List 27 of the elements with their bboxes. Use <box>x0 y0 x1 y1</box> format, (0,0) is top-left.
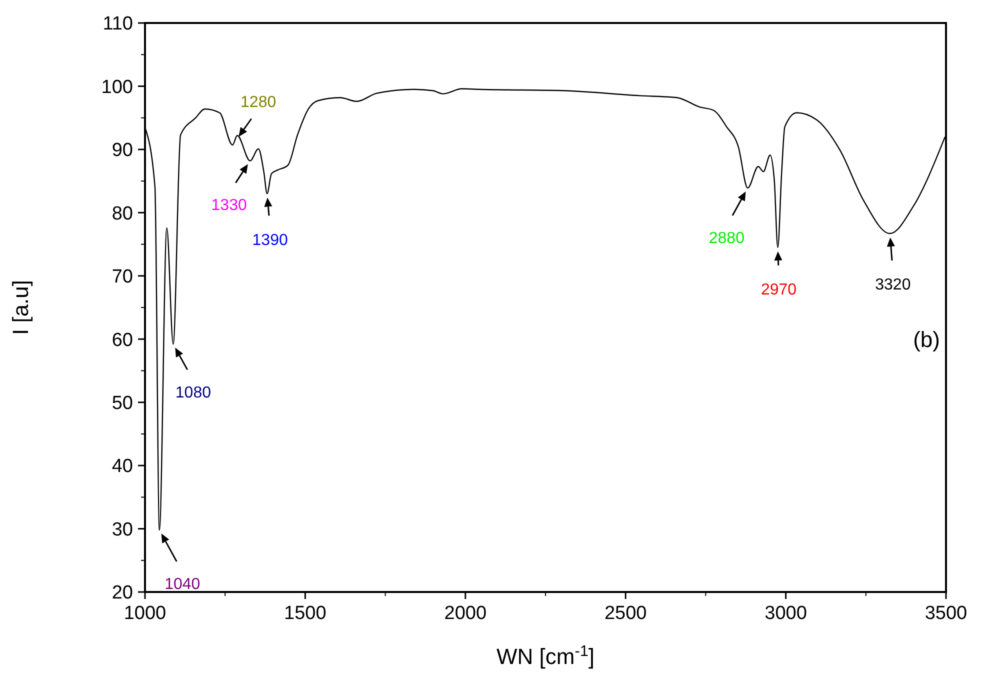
y-tick-label: 110 <box>102 14 133 35</box>
y-tick-label: 50 <box>112 392 133 414</box>
x-tick-label: 1000 <box>124 603 166 624</box>
annotation: 3320 <box>875 276 911 294</box>
x-tick-label: 3500 <box>924 603 968 624</box>
annotation: 1080 <box>175 384 212 402</box>
annotation: 1280 <box>240 94 276 111</box>
annotation: 2880 <box>708 230 745 248</box>
y-tick-label: 30 <box>112 519 133 540</box>
y-tick-label: 20 <box>112 582 133 604</box>
y-tick-label: 60 <box>112 330 133 351</box>
x-axis-title: WN [cm$^{-1}$] <box>496 642 595 669</box>
annotation: (b) <box>913 326 940 352</box>
x-tick-label: 3000 <box>764 603 807 624</box>
annotation: 2970 <box>760 282 797 299</box>
y-axis-title: I [a.u] <box>8 280 33 336</box>
annotation: 1330 <box>211 197 247 214</box>
x-tick-label: 1500 <box>284 603 326 624</box>
x-tick-label: 2500 <box>604 603 647 624</box>
y-tick-label: 90 <box>112 140 133 162</box>
y-tick-label: 70 <box>112 266 133 288</box>
y-tick-label: 100 <box>101 76 133 98</box>
y-tick-label: 40 <box>112 456 133 478</box>
y-tick-label: 80 <box>112 203 133 224</box>
x-tick-label: 2000 <box>444 603 487 624</box>
annotation: 1040 <box>164 576 200 594</box>
annotation: 1390 <box>252 232 288 249</box>
